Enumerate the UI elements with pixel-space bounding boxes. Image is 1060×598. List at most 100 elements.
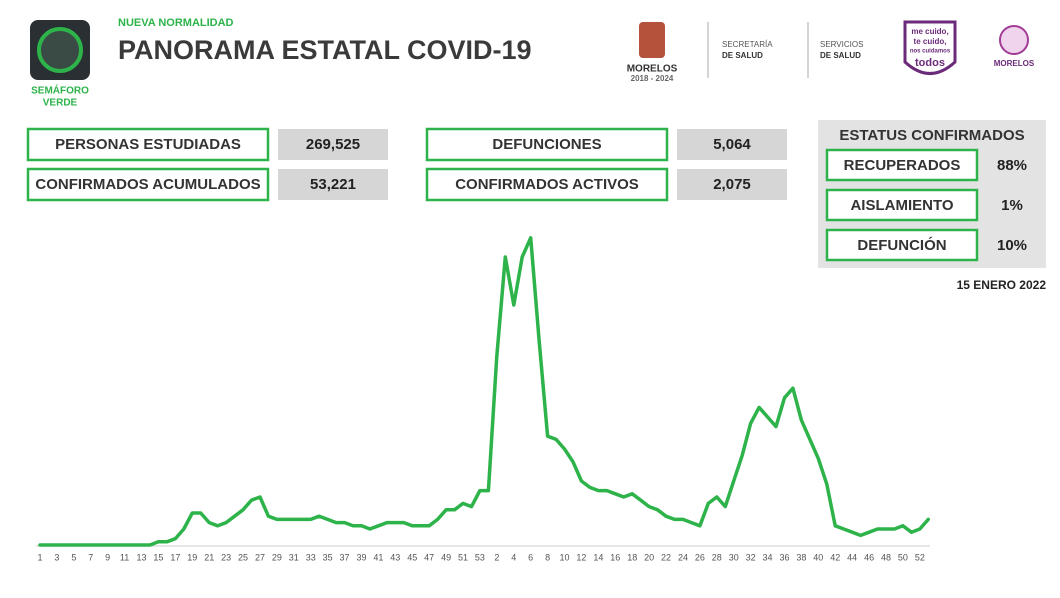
semaforo-label: VERDE <box>43 98 78 109</box>
x-tick-label: 29 <box>272 552 282 562</box>
x-tick-label: 7 <box>88 552 93 562</box>
x-tick-label: 2 <box>494 552 499 562</box>
x-tick-label: 40 <box>813 552 823 562</box>
x-tick-label: 16 <box>610 552 620 562</box>
x-tick-label: 36 <box>779 552 789 562</box>
logo-text: me cuido, <box>911 27 948 36</box>
stat-label: PERSONAS ESTUDIADAS <box>55 136 241 153</box>
x-tick-label: 19 <box>187 552 197 562</box>
morelos-crest <box>639 22 665 58</box>
x-tick-label: 13 <box>137 552 147 562</box>
x-tick-label: 30 <box>729 552 739 562</box>
x-tick-label: 48 <box>881 552 891 562</box>
x-tick-label: 18 <box>627 552 637 562</box>
x-tick-label: 49 <box>441 552 451 562</box>
stat-value: 269,525 <box>306 136 360 153</box>
stat-label-box <box>425 127 669 162</box>
x-tick-label: 38 <box>796 552 806 562</box>
x-tick-label: 5 <box>71 552 76 562</box>
x-tick-label: 43 <box>390 552 400 562</box>
x-tick-label: 51 <box>458 552 468 562</box>
stat-value-box <box>677 169 787 200</box>
morelos-flower <box>999 25 1029 55</box>
x-tick-label: 21 <box>204 552 214 562</box>
x-tick-label: 17 <box>170 552 180 562</box>
x-tick-label: 23 <box>221 552 231 562</box>
x-tick-label: 3 <box>54 552 59 562</box>
x-tick-label: 31 <box>289 552 299 562</box>
campaign-badge <box>903 20 957 75</box>
subtitle: NUEVA NORMALIDAD <box>118 17 234 29</box>
stat-value: 2,075 <box>713 176 751 193</box>
stat-label: CONFIRMADOS ACTIVOS <box>455 176 639 193</box>
status-label-box <box>825 148 979 182</box>
x-tick-label: 50 <box>898 552 908 562</box>
logo-text: SECRETARÍA <box>722 40 773 49</box>
x-tick-label: 10 <box>560 552 570 562</box>
stat-value: 53,221 <box>310 176 356 193</box>
logo-text: te cuido, <box>914 37 947 46</box>
stat-value-box <box>278 129 388 160</box>
status-label: AISLAMIENTO <box>850 197 953 214</box>
logo-text: nos cuidamos <box>910 49 951 55</box>
logo-text: 2018 - 2024 <box>631 74 674 83</box>
stat-value-box <box>278 169 388 200</box>
x-tick-label: 35 <box>323 552 333 562</box>
status-value: 1% <box>1001 197 1023 214</box>
x-tick-label: 33 <box>306 552 316 562</box>
status-label: DEFUNCIÓN <box>857 236 946 254</box>
logo-text: MORELOS <box>627 64 678 75</box>
status-title: ESTATUS CONFIRMADOS <box>839 127 1024 144</box>
data-line <box>38 236 931 547</box>
x-tick-label: 1 <box>37 552 42 562</box>
logo-text: DE SALUD <box>820 51 861 60</box>
x-tick-label: 53 <box>475 552 485 562</box>
x-tick-label: 45 <box>407 552 417 562</box>
status-label: RECUPERADOS <box>844 157 961 174</box>
x-tick-label: 47 <box>424 552 434 562</box>
semaforo-label: SEMÁFORO <box>31 84 89 97</box>
x-tick-label: 8 <box>545 552 550 562</box>
x-tick-label: 22 <box>661 552 671 562</box>
x-tick-label: 37 <box>340 552 350 562</box>
stat-label-box <box>26 167 270 202</box>
x-tick-label: 42 <box>830 552 840 562</box>
semaforo-light <box>37 27 83 73</box>
status-value: 88% <box>997 157 1027 174</box>
logo-text: todos <box>915 57 945 69</box>
x-tick-label: 28 <box>712 552 722 562</box>
title: PANORAMA ESTATAL COVID-19 <box>118 35 532 65</box>
x-tick-label: 26 <box>695 552 705 562</box>
stat-label: CONFIRMADOS ACUMULADOS <box>35 176 260 193</box>
stat-label: DEFUNCIONES <box>492 136 601 153</box>
x-tick-label: 39 <box>356 552 366 562</box>
x-tick-label: 9 <box>105 552 110 562</box>
x-tick-label: 24 <box>678 552 688 562</box>
logo-text: SERVICIOS <box>820 40 863 49</box>
status-value: 10% <box>997 237 1027 254</box>
logo-text: DE SALUD <box>722 51 763 60</box>
x-tick-label: 46 <box>864 552 874 562</box>
x-tick-label: 14 <box>593 552 603 562</box>
stat-value-box <box>677 129 787 160</box>
x-tick-label: 11 <box>120 552 129 562</box>
x-tick-label: 4 <box>511 552 516 562</box>
x-tick-label: 32 <box>746 552 756 562</box>
logo-text: MORELOS <box>994 59 1035 68</box>
stat-label-box <box>425 167 669 202</box>
stat-label-box <box>26 127 270 162</box>
x-tick-label: 6 <box>528 552 533 562</box>
x-tick-label: 12 <box>576 552 586 562</box>
stat-value: 5,064 <box>713 136 751 153</box>
x-tick-label: 44 <box>847 552 857 562</box>
x-tick-label: 27 <box>255 552 265 562</box>
x-tick-label: 41 <box>373 552 383 562</box>
status-label-box <box>825 188 979 222</box>
x-tick-label: 52 <box>915 552 925 562</box>
x-tick-label: 34 <box>763 552 773 562</box>
status-label-box <box>825 228 979 262</box>
x-tick-label: 25 <box>238 552 248 562</box>
x-tick-label: 20 <box>644 552 654 562</box>
x-tick-label: 15 <box>153 552 163 562</box>
